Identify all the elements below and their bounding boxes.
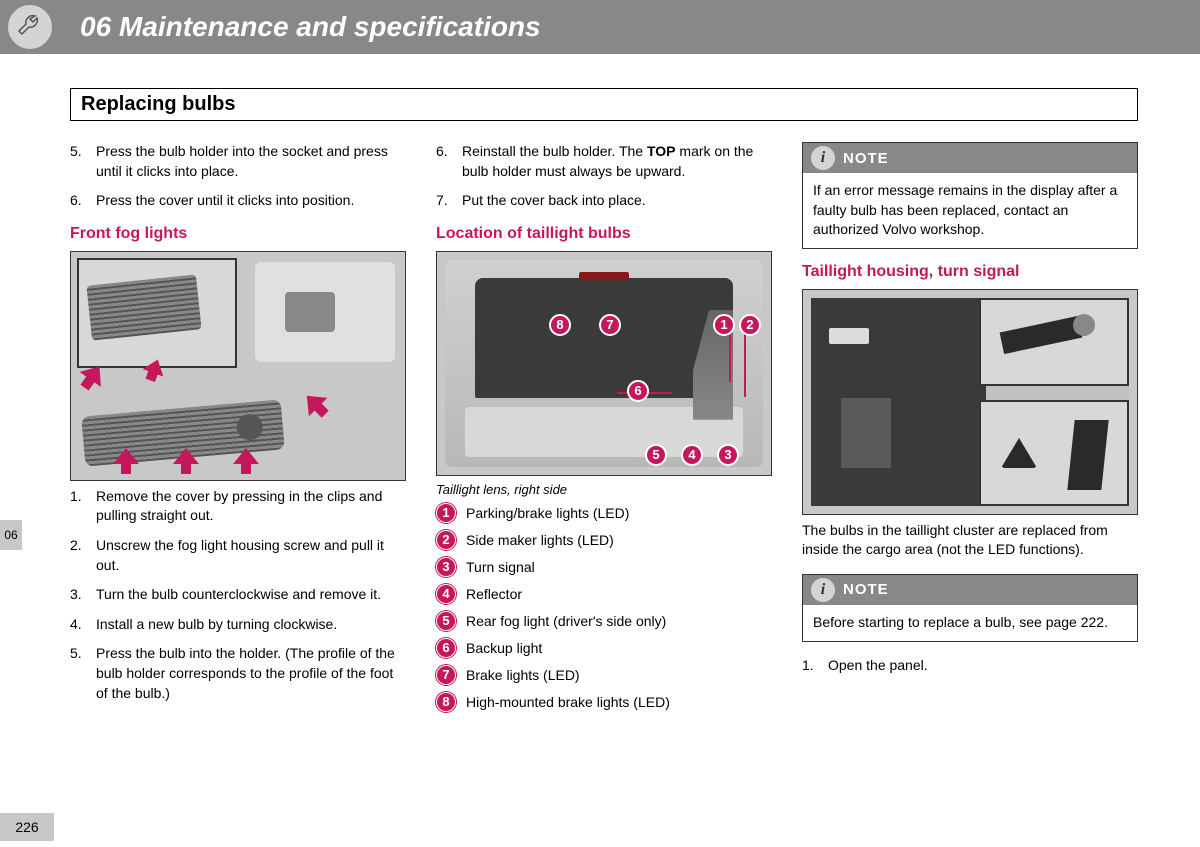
figure-taillight-location: 8 7 1 2 6 5 4 3 [436,251,772,476]
figure-caption: Taillight lens, right side [436,482,772,497]
note-body: Before starting to replace a bulb, see p… [803,605,1137,641]
arrow-icon [231,446,261,476]
column-2: 6. Reinstall the bulb holder. The TOP ma… [436,142,772,719]
legend-item: 5Rear fog light (driver's side only) [436,611,772,631]
legend-item: 7Brake lights (LED) [436,665,772,685]
note-header: i NOTE [803,143,1137,173]
callout-4: 4 [681,444,703,466]
legend-item: 2Side maker lights (LED) [436,530,772,550]
side-tab: 06 [0,520,22,550]
arrow-icon [295,384,337,426]
chapter-header: 06 Maintenance and specifications [0,0,1200,54]
list-item: 1.Open the panel. [802,656,1138,676]
list-item: 6. Reinstall the bulb holder. The TOP ma… [436,142,772,181]
body-text: The bulbs in the taillight cluster are r… [802,521,1138,560]
list-item: 5.Press the bulb into the holder. (The p… [70,644,406,703]
note-box: i NOTE Before starting to replace a bulb… [802,574,1138,642]
figure-fog-lights [70,251,406,481]
legend-item: 4Reflector [436,584,772,604]
arrow-icon [111,446,141,476]
list-item: 1.Remove the cover by pressing in the cl… [70,487,406,526]
legend-item: 1Parking/brake lights (LED) [436,503,772,523]
chapter-title: 06 Maintenance and specifications [80,11,541,43]
section-heading: Taillight housing, turn signal [802,263,1138,281]
legend-item: 6Backup light [436,638,772,658]
callout-6: 6 [627,380,649,402]
column-1: 5.Press the bulb holder into the socket … [70,142,406,719]
note-header: i NOTE [803,575,1137,605]
info-icon: i [811,146,835,170]
callout-7: 7 [599,314,621,336]
section-subtitle: Replacing bulbs [70,88,1138,121]
callout-8: 8 [549,314,571,336]
car-rear-image [445,260,763,467]
inset-clips [979,400,1129,506]
content-columns: 5.Press the bulb holder into the socket … [70,142,1138,719]
note-box: i NOTE If an error message remains in th… [802,142,1138,249]
page-number: 226 [0,813,54,841]
figure-taillight-housing [802,289,1138,515]
column-3: i NOTE If an error message remains in th… [802,142,1138,719]
callout-3: 3 [717,444,739,466]
legend-item: 3Turn signal [436,557,772,577]
section-heading: Front fog lights [70,225,406,243]
callout-5: 5 [645,444,667,466]
legend-item: 8High-mounted brake lights (LED) [436,692,772,712]
inset-tool [979,298,1129,386]
inset-image [77,258,237,368]
bumper-area [255,262,395,362]
subtitle-text: Replacing bulbs [81,93,235,115]
list-item: 7.Put the cover back into place. [436,191,772,211]
info-icon: i [811,578,835,602]
callout-1: 1 [713,314,735,336]
list-item: 3.Turn the bulb counterclockwise and rem… [70,585,406,605]
list-item: 4.Install a new bulb by turning clockwis… [70,615,406,635]
list-item: 5.Press the bulb holder into the socket … [70,142,406,181]
arrow-icon [171,446,201,476]
list-item: 6.Press the cover until it clicks into p… [70,191,406,211]
wrench-icon [6,3,54,51]
note-body: If an error message remains in the displ… [803,173,1137,248]
callout-2: 2 [739,314,761,336]
section-heading: Location of taillight bulbs [436,225,772,243]
list-item: 2.Unscrew the fog light housing screw an… [70,536,406,575]
